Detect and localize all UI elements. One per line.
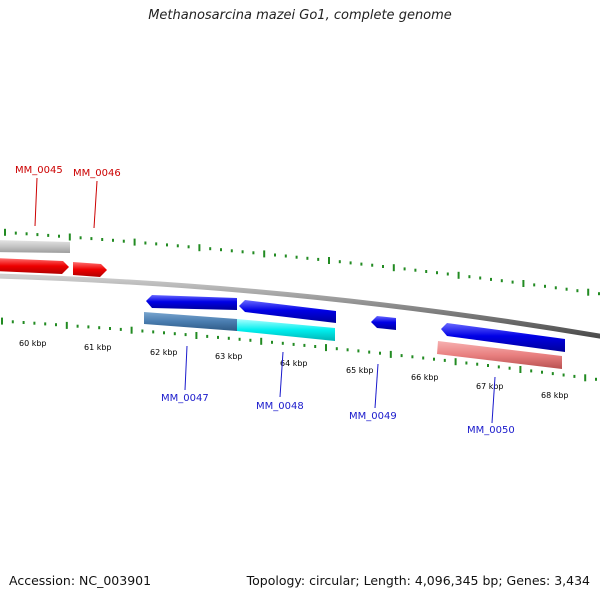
gene-arrow-mm-0050[interactable] [441, 323, 565, 352]
reverse-features [144, 295, 565, 369]
kbp-label: 65 kbp [346, 366, 374, 375]
forward-tick-row [4, 228, 600, 296]
reverse-tick-row [1, 317, 597, 382]
leader-line [184, 345, 188, 391]
gene-arrow-mm-0048[interactable] [239, 300, 336, 323]
gene-label-mm-0050[interactable]: MM_0050 [467, 425, 515, 436]
gene-label-mm-0046[interactable]: MM_0046 [73, 168, 121, 179]
gene-label-mm-0048[interactable]: MM_0048 [256, 401, 304, 412]
gene-arrow-mm-0046[interactable] [73, 262, 107, 277]
feature-bar-steel [144, 312, 237, 331]
kbp-label: 64 kbp [280, 359, 308, 368]
kbp-label: 62 kbp [150, 348, 178, 357]
gene-label-mm-0047[interactable]: MM_0047 [161, 393, 209, 404]
feature-bar-gray [0, 240, 70, 253]
forward-features [0, 240, 107, 277]
gene-label-mm-0049[interactable]: MM_0049 [349, 411, 397, 422]
gene-arrow-mm-0049[interactable] [371, 316, 396, 330]
kbp-label: 66 kbp [411, 373, 439, 382]
kbp-label: 67 kbp [476, 382, 504, 391]
gene-arrow-mm-0047[interactable] [146, 295, 237, 310]
gene-label-mm-0045[interactable]: MM_0045 [15, 165, 63, 176]
map-title: Methanosarcina mazei Go1, complete genom… [148, 8, 452, 23]
kbp-label: 63 kbp [215, 352, 243, 361]
leader-line [374, 363, 379, 409]
feature-bar-cyan [237, 319, 335, 341]
kbp-label: 68 kbp [541, 391, 569, 400]
kbp-label: 60 kbp [19, 339, 47, 348]
genome-backbone [0, 273, 600, 339]
leader-line [491, 376, 496, 424]
feature-bar-pink [437, 341, 562, 369]
genome-summary-text: Topology: circular; Length: 4,096,345 bp… [246, 573, 590, 588]
leader-line [279, 351, 284, 398]
accession-text: Accession: NC_003901 [9, 573, 152, 588]
leader-line [93, 180, 98, 229]
kbp-label: 61 kbp [84, 343, 112, 352]
gene-arrow-mm-0045[interactable] [0, 258, 69, 274]
leader-line [34, 177, 38, 227]
